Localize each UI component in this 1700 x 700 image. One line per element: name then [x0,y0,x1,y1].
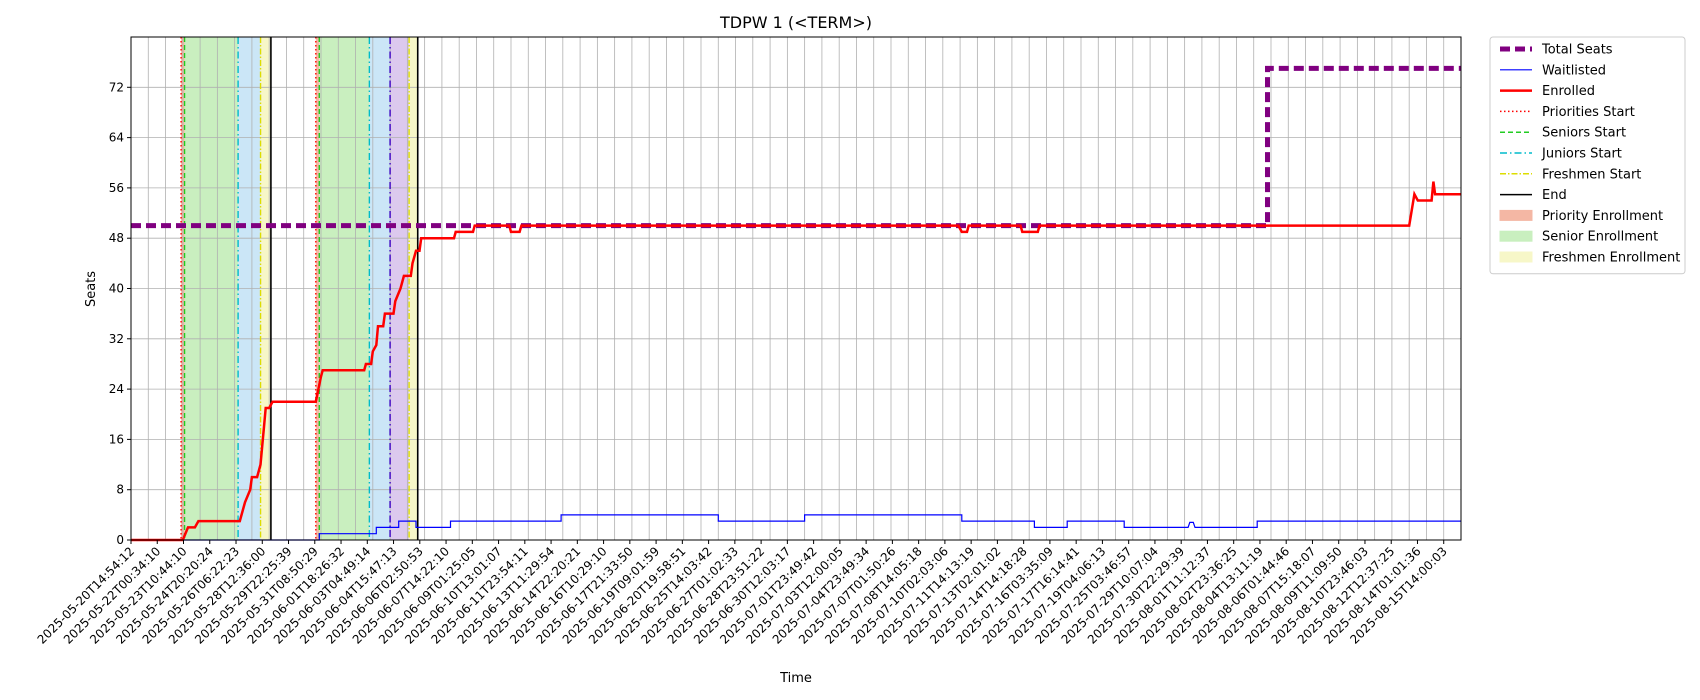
legend-label-end: End [1542,188,1567,203]
legend-swatch-priority-enrollment [1499,209,1533,221]
series [131,65,1461,542]
legend-label-priorities-start: Priorities Start [1542,105,1635,120]
y-tick-label: 16 [109,432,124,446]
series-enrolled [131,181,1461,542]
legend-label-enrolled: Enrolled [1542,84,1595,99]
legend-label-juniors-start: Juniors Start [1541,147,1622,162]
x-axis-label: Time [779,671,812,686]
legend-label-waitlisted: Waitlisted [1542,63,1606,78]
y-tick-label: 24 [109,382,124,396]
y-axis: 0 8 16 24 32 40 48 56 64 72 [109,80,131,547]
y-tick-label: 8 [116,483,124,497]
legend-swatch-freshmen-enrollment [1499,251,1533,263]
series-waitlisted [131,514,1461,541]
legend-label-total-seats: Total Seats [1541,43,1613,58]
y-tick-label: 32 [109,332,124,346]
y-tick-label: 64 [109,131,124,145]
legend-label-freshmen-enrollment: Freshmen Enrollment [1542,251,1680,266]
legend: Total Seats Waitlisted Enrolled Priorities … [1489,36,1686,275]
legend-box [1489,36,1686,275]
y-tick-label: 56 [109,181,124,195]
series-total-seats [131,65,1461,229]
legend-label-priority-enrollment: Priority Enrollment [1542,209,1663,224]
legend-label-senior-enrollment: Senior Enrollment [1542,230,1658,245]
chart-title: TDPW 1 (<TERM>) [719,13,872,32]
y-tick-label: 72 [109,80,124,94]
legend-label-freshmen-start: Freshmen Start [1542,167,1641,182]
y-tick-label: 40 [109,282,124,296]
x-axis: 2025-05-20T14:54:122025-05-22T00:34:1020… [35,540,1450,647]
legend-label-seniors-start: Seniors Start [1542,126,1626,141]
y-tick-label: 0 [116,533,124,547]
y-tick-label: 48 [109,231,124,245]
y-axis-label: Seats [84,271,99,307]
legend-swatch-senior-enrollment [1499,230,1533,242]
